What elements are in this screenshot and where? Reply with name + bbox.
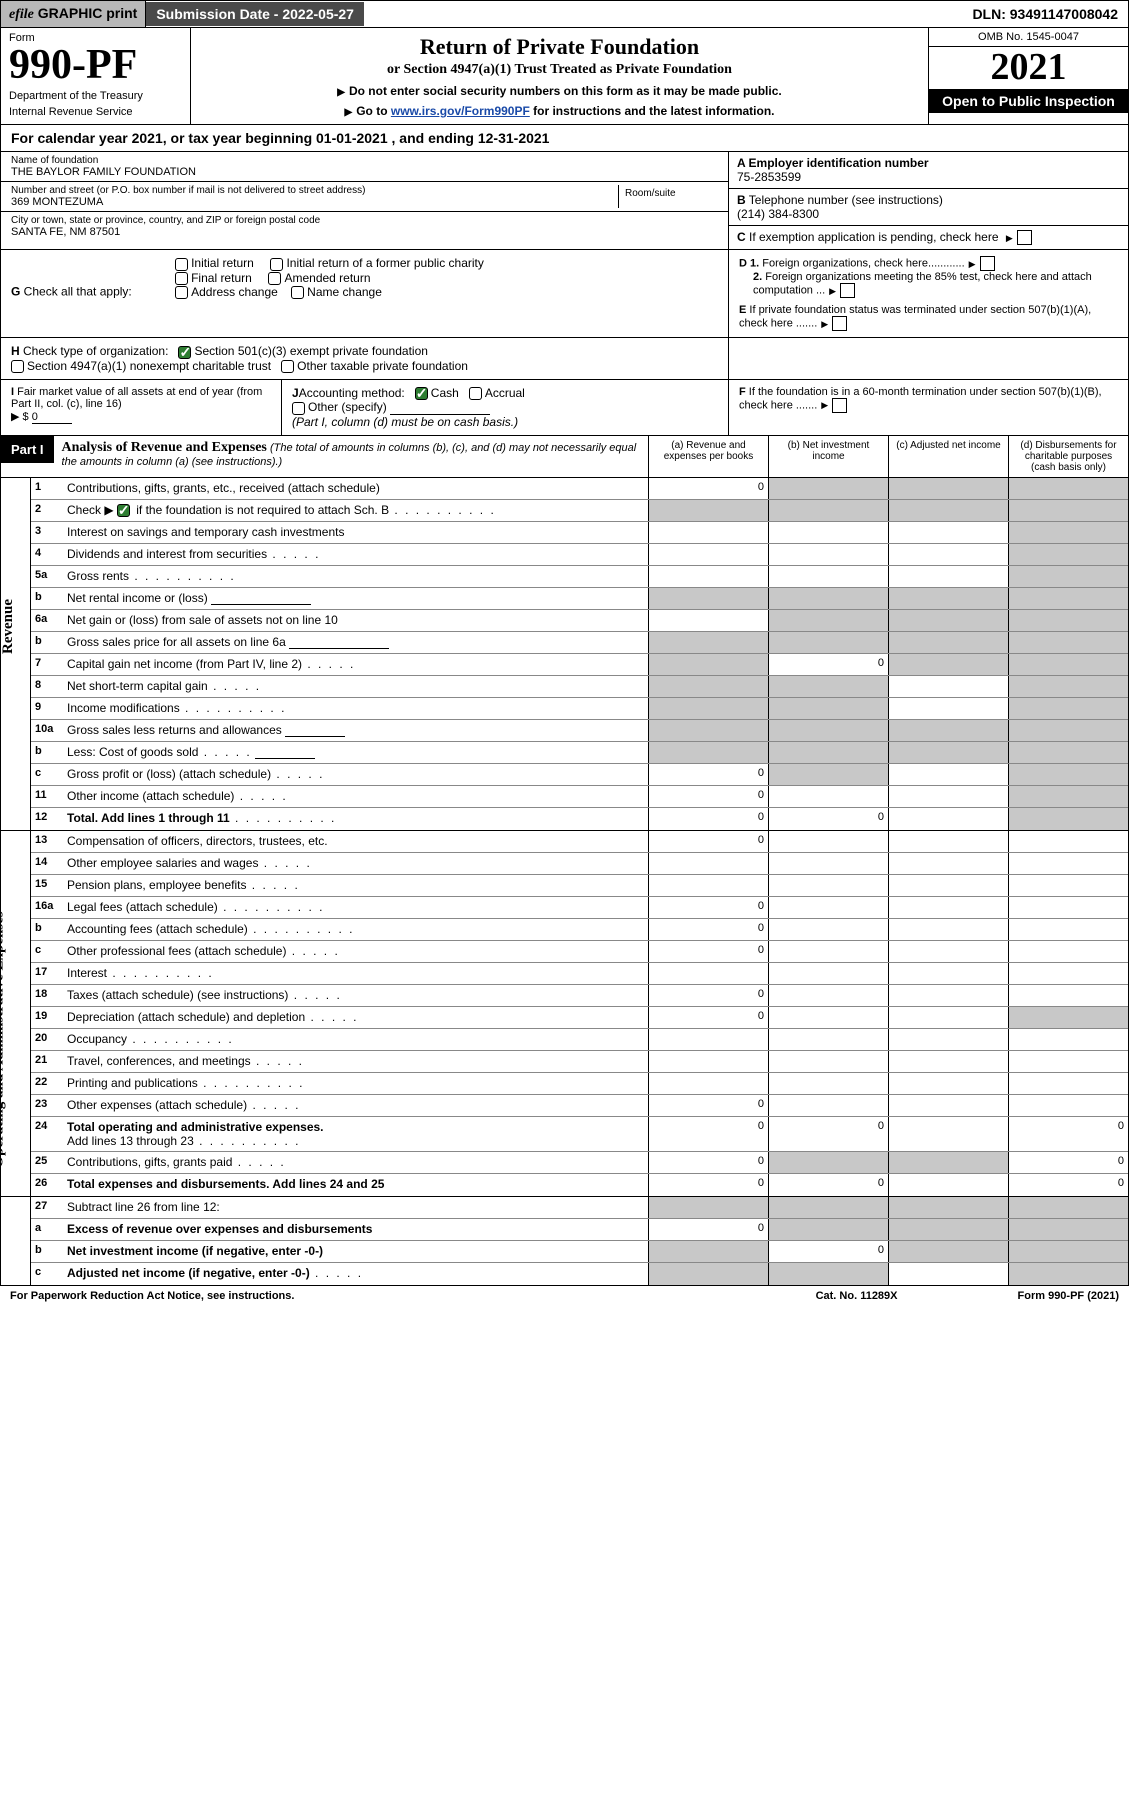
room-suite: Room/suite: [618, 185, 718, 208]
checkbox-cash[interactable]: [415, 387, 428, 400]
form-number: 990-PF: [9, 44, 182, 86]
dept-irs: Internal Revenue Service: [9, 106, 182, 118]
checkbox-501c3[interactable]: [178, 346, 191, 359]
checkbox-other-method[interactable]: [292, 402, 305, 415]
expenses-grid: Operating and Administrative Expenses 13…: [0, 831, 1129, 1197]
ein-value: 75-2853599: [737, 170, 801, 184]
dln: DLN: 93491147008042: [962, 2, 1128, 26]
checkbox-4947[interactable]: [11, 360, 24, 373]
col-c-head: (c) Adjusted net income: [888, 436, 1008, 477]
calendar-year-line: For calendar year 2021, or tax year begi…: [0, 125, 1129, 152]
instr-ssn: Do not enter social security numbers on …: [201, 84, 918, 98]
revenue-sidelabel: Revenue: [0, 599, 17, 654]
checkbox-name-change[interactable]: [291, 286, 304, 299]
checkbox-accrual[interactable]: [469, 387, 482, 400]
phone-cell: B Telephone number (see instructions) (2…: [729, 189, 1128, 226]
checkbox-initial-return[interactable]: [175, 258, 188, 271]
instr-link: Go to www.irs.gov/Form990PF for instruct…: [201, 104, 918, 118]
irs-link[interactable]: www.irs.gov/Form990PF: [391, 104, 530, 118]
checkbox-d1[interactable]: [980, 256, 995, 271]
form-title: Return of Private Foundation: [201, 34, 918, 60]
street-label: Number and street (or P.O. box number if…: [11, 185, 618, 196]
checkbox-f[interactable]: [832, 398, 847, 413]
checkbox-c[interactable]: [1017, 230, 1032, 245]
form-ref: Form 990-PF (2021): [1018, 1290, 1119, 1302]
dept-treasury: Department of the Treasury: [9, 90, 182, 102]
address-block: Name of foundation THE BAYLOR FAMILY FOU…: [0, 152, 1129, 250]
efile-badge: efile GRAPHIC print: [1, 1, 146, 27]
col-d-head: (d) Disbursements for charitable purpose…: [1008, 436, 1128, 477]
expenses-sidelabel: Operating and Administrative Expenses: [0, 911, 8, 1167]
page-footer: For Paperwork Reduction Act Notice, see …: [0, 1286, 1129, 1306]
form-header: Form 990-PF Department of the Treasury I…: [0, 28, 1129, 125]
col-b-head: (b) Net investment income: [768, 436, 888, 477]
city-label: City or town, state or province, country…: [11, 215, 718, 226]
street-value: 369 MONTEZUMA: [11, 196, 618, 208]
form-subtitle: or Section 4947(a)(1) Trust Treated as P…: [201, 62, 918, 78]
open-inspection: Open to Public Inspection: [929, 89, 1128, 113]
exemption-cell: C If exemption application is pending, c…: [729, 226, 1128, 249]
submission-date: Submission Date - 2022-05-27: [146, 2, 364, 26]
name-label: Name of foundation: [11, 155, 718, 166]
col-a-head: (a) Revenue and expenses per books: [648, 436, 768, 477]
paperwork-notice: For Paperwork Reduction Act Notice, see …: [10, 1290, 294, 1302]
omb-number: OMB No. 1545-0047: [929, 28, 1128, 47]
cat-no: Cat. No. 11289X: [816, 1290, 898, 1302]
top-bar: efile GRAPHIC print Submission Date - 20…: [0, 0, 1129, 28]
revenue-grid: Revenue 1Contributions, gifts, grants, e…: [0, 478, 1129, 831]
section-g-d: G Check all that apply: Initial return I…: [0, 250, 1129, 338]
checkbox-initial-former[interactable]: [270, 258, 283, 271]
foundation-name: THE BAYLOR FAMILY FOUNDATION: [11, 166, 718, 178]
ein-cell: A Employer identification number 75-2853…: [729, 152, 1128, 189]
section-ij: I Fair market value of all assets at end…: [0, 380, 1129, 436]
tax-year: 2021: [929, 47, 1128, 89]
fmv-value: 0: [32, 411, 72, 424]
part1-header: Part I Analysis of Revenue and Expenses …: [0, 436, 1129, 478]
checkbox-d2[interactable]: [840, 283, 855, 298]
checkbox-address-change[interactable]: [175, 286, 188, 299]
checkbox-other-taxable[interactable]: [281, 360, 294, 373]
part1-tag: Part I: [1, 436, 54, 463]
checkbox-amended[interactable]: [268, 272, 281, 285]
checkbox-final-return[interactable]: [175, 272, 188, 285]
section-h: H Check type of organization: Section 50…: [0, 338, 1129, 380]
checkbox-sch-b[interactable]: [117, 504, 130, 517]
city-value: SANTA FE, NM 87501: [11, 226, 718, 238]
line27-grid: 27Subtract line 26 from line 12: aExcess…: [0, 1197, 1129, 1286]
phone-value: (214) 384-8300: [737, 207, 819, 221]
checkbox-e[interactable]: [832, 316, 847, 331]
